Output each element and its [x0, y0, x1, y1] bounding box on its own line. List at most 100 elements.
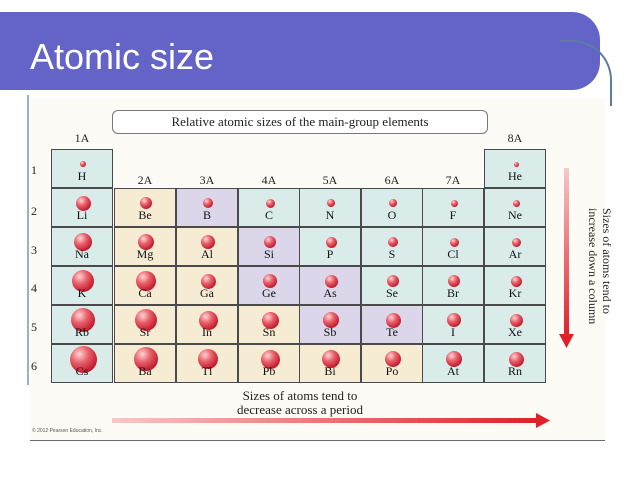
atom-sphere-tl	[198, 349, 218, 369]
period-label: 3	[31, 243, 37, 257]
element-cell-xe: Xe	[484, 305, 546, 344]
element-symbol: Sb	[323, 325, 337, 339]
group-label: 3A	[199, 173, 215, 187]
group-label: 2A	[137, 173, 153, 187]
atom-sphere-sn	[261, 311, 279, 329]
period-label: 6	[31, 359, 37, 373]
side-caption-line2: increase down a column	[586, 208, 600, 325]
atom-sphere-be	[140, 197, 152, 209]
atom-sphere-h	[80, 161, 86, 167]
atom-sphere-te	[385, 312, 401, 328]
element-symbol: Sn	[262, 325, 276, 339]
element-cell-se: Se	[361, 266, 423, 305]
element-cell-cl: Cl	[422, 227, 484, 266]
atom-sphere-o	[389, 199, 397, 207]
element-cell-in: In	[176, 305, 238, 344]
element-cell-cs: Cs	[51, 344, 113, 383]
atom-sphere-si	[264, 236, 276, 248]
atom-sphere-se	[387, 275, 399, 287]
element-symbol: P	[326, 247, 334, 261]
atom-sphere-f	[450, 199, 458, 207]
element-symbol: Po	[385, 364, 399, 378]
atom-sphere-mg	[138, 234, 154, 250]
decorative-line	[27, 95, 29, 385]
element-cell-n: N	[299, 188, 361, 227]
atom-sphere-b	[203, 198, 213, 208]
period-label: 4	[31, 281, 37, 295]
group-label: 6A	[384, 173, 400, 187]
element-cell-ar: Ar	[484, 227, 546, 266]
element-symbol: Te	[386, 325, 398, 339]
element-cell-na: Na	[51, 227, 113, 266]
atom-sphere-n	[327, 199, 335, 207]
element-cell-sn: Sn	[238, 305, 300, 344]
period-label: 2	[31, 204, 37, 218]
element-symbol: F	[449, 208, 457, 222]
atom-sphere-k	[72, 270, 94, 292]
element-symbol: Pb	[262, 364, 276, 378]
period-label: 5	[31, 320, 37, 334]
atom-sphere-he	[513, 161, 519, 167]
atom-sphere-c	[265, 198, 275, 208]
atom-sphere-as	[324, 274, 338, 288]
element-cell-sr: Sr	[114, 305, 176, 344]
element-symbol: Al	[201, 247, 213, 261]
element-symbol: N	[325, 208, 335, 222]
element-symbol: At	[447, 364, 459, 378]
atom-sphere-al	[201, 235, 215, 249]
atom-sphere-xe	[509, 313, 523, 327]
slide-title: Atomic size	[30, 36, 215, 77]
figure-caption: Relative atomic sizes of the main-group …	[112, 110, 488, 134]
element-symbol: Ga	[200, 286, 214, 300]
element-cell-he: He	[484, 149, 546, 188]
element-symbol: Tl	[201, 364, 213, 378]
element-cell-al: Al	[176, 227, 238, 266]
atom-sphere-sb	[323, 312, 339, 328]
atom-sphere-i	[447, 313, 461, 327]
element-cell-i: I	[422, 305, 484, 344]
atom-sphere-ga	[200, 273, 216, 289]
side-caption: Sizes of atoms tend to increase down a c…	[578, 208, 618, 348]
element-cell-k: K	[51, 266, 113, 305]
element-symbol: Cs	[75, 364, 89, 378]
atom-sphere-in	[198, 310, 218, 330]
element-cell-ne: Ne	[484, 188, 546, 227]
atom-sphere-pb	[260, 349, 280, 369]
atom-sphere-p	[325, 236, 337, 248]
element-symbol: Kr	[508, 286, 522, 300]
element-symbol: C	[264, 208, 273, 222]
atom-sphere-sr	[135, 309, 157, 331]
decorative-arc	[560, 40, 612, 106]
group-label: 5A	[322, 173, 338, 187]
element-cell-mg: Mg	[114, 227, 176, 266]
title-banner: Atomic size	[0, 12, 600, 90]
element-cell-be: Be	[114, 188, 176, 227]
element-cell-f: F	[422, 188, 484, 227]
atom-sphere-ca	[136, 271, 156, 291]
element-symbol: As	[323, 286, 337, 300]
atom-sphere-bi	[322, 350, 340, 368]
element-cell-at: At	[422, 344, 484, 383]
element-symbol: B	[202, 208, 211, 222]
atom-sphere-s	[388, 237, 398, 247]
element-symbol: Rb	[74, 325, 89, 339]
bottom-caption-line1: Sizes of atoms tend to	[242, 388, 358, 403]
atom-sphere-kr	[510, 275, 522, 287]
element-symbol: Br	[447, 286, 459, 300]
element-symbol: O	[387, 208, 397, 222]
element-cell-si: Si	[238, 227, 300, 266]
element-symbol: Ba	[138, 364, 152, 378]
element-symbol: He	[508, 169, 522, 183]
element-cell-ca: Ca	[114, 266, 176, 305]
element-cell-sb: Sb	[299, 305, 361, 344]
element-cell-o: O	[361, 188, 423, 227]
element-symbol: Xe	[508, 325, 522, 339]
atom-sphere-ba	[134, 347, 158, 371]
element-cell-s: S	[361, 227, 423, 266]
atom-sphere-rn	[508, 351, 524, 367]
element-cell-rb: Rb	[51, 305, 113, 344]
element-cell-ga: Ga	[176, 266, 238, 305]
element-symbol: In	[202, 325, 212, 339]
element-cell-h: H	[51, 149, 113, 188]
element-symbol: Ge	[262, 286, 276, 300]
